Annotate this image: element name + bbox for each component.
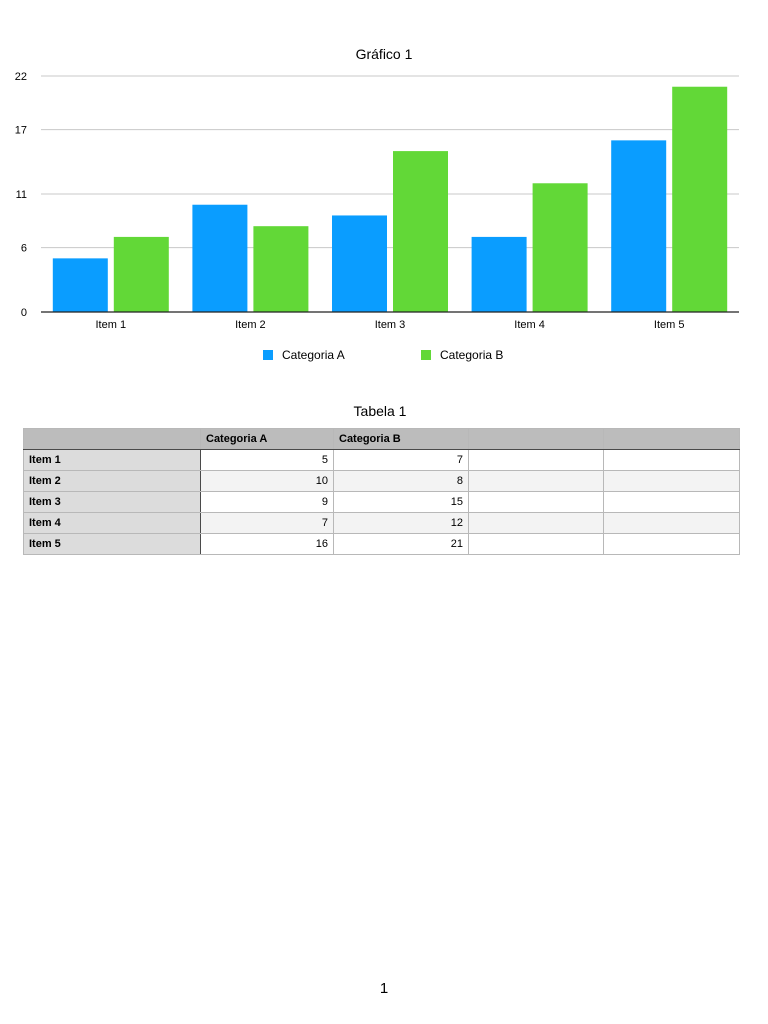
legend-item-categoria-b: Categoria B: [421, 348, 503, 362]
row-label[interactable]: Item 4: [23, 512, 201, 534]
page-number: 1: [379, 980, 389, 997]
table-row: Item 4 7 12: [23, 512, 740, 534]
table-header-categoria-b[interactable]: Categoria B: [333, 428, 469, 450]
table-title: Tabela 1: [353, 403, 407, 419]
cell-categoria-a[interactable]: 16: [200, 533, 334, 555]
x-tick-label: Item 2: [235, 319, 266, 331]
empty-cell[interactable]: [468, 512, 604, 534]
x-tick-label: Item 3: [375, 319, 406, 331]
table-row: Item 1 5 7: [23, 449, 740, 471]
bar: [393, 151, 448, 312]
table-row: Item 3 9 15: [23, 491, 740, 513]
cell-categoria-a[interactable]: 7: [200, 512, 334, 534]
y-tick-label: 11: [16, 189, 27, 201]
table-header-cell[interactable]: [468, 428, 604, 450]
cell-categoria-b[interactable]: 7: [333, 449, 469, 471]
legend-swatch-categoria-b: [421, 350, 431, 360]
row-label[interactable]: Item 2: [23, 470, 201, 492]
row-label[interactable]: Item 1: [23, 449, 201, 471]
cell-categoria-b[interactable]: 15: [333, 491, 469, 513]
legend-item-categoria-a: Categoria A: [263, 348, 345, 362]
row-label[interactable]: Item 5: [23, 533, 201, 555]
bar: [52, 258, 108, 312]
x-tick-label: Item 5: [654, 319, 685, 331]
empty-cell[interactable]: [468, 449, 604, 471]
bar: [611, 140, 667, 312]
cell-categoria-a[interactable]: 9: [200, 491, 334, 513]
chart-title: Gráfico 1: [355, 46, 413, 62]
bar: [113, 236, 169, 312]
cell-categoria-a[interactable]: 5: [200, 449, 334, 471]
chart-legend: Categoria A Categoria B: [0, 348, 768, 364]
table-header-cell[interactable]: [23, 428, 201, 450]
legend-label-categoria-a: Categoria A: [282, 348, 345, 362]
bar: [192, 204, 248, 312]
empty-cell[interactable]: [603, 470, 740, 492]
y-tick-label: 17: [15, 125, 27, 137]
empty-cell[interactable]: [468, 470, 604, 492]
empty-cell[interactable]: [603, 449, 740, 471]
y-tick-label: 6: [21, 243, 27, 255]
table-header-categoria-a[interactable]: Categoria A: [200, 428, 334, 450]
cell-categoria-b[interactable]: 21: [333, 533, 469, 555]
table-header-row: Categoria A Categoria B: [23, 428, 740, 450]
x-tick-label: Item 4: [514, 319, 545, 331]
empty-cell[interactable]: [603, 491, 740, 513]
row-label[interactable]: Item 3: [23, 491, 201, 513]
table-row: Item 2 10 8: [23, 470, 740, 492]
legend-swatch-categoria-a: [263, 350, 273, 360]
legend-label-categoria-b: Categoria B: [440, 348, 504, 362]
empty-cell[interactable]: [603, 533, 740, 555]
bar: [332, 215, 387, 312]
bar: [532, 183, 588, 312]
empty-cell[interactable]: [468, 533, 604, 555]
y-tick-label: 0: [21, 307, 27, 319]
y-tick-label: 22: [15, 71, 27, 83]
cell-categoria-b[interactable]: 8: [333, 470, 469, 492]
empty-cell[interactable]: [468, 491, 604, 513]
bar: [471, 236, 527, 312]
cell-categoria-a[interactable]: 10: [200, 470, 334, 492]
table-header-cell[interactable]: [603, 428, 740, 450]
x-tick-label: Item 1: [96, 319, 127, 331]
bar: [672, 86, 728, 313]
empty-cell[interactable]: [603, 512, 740, 534]
data-table: Categoria A Categoria B Item 1 5 7 Item …: [23, 428, 740, 555]
bar-chart: 0 6 11 17 22 Item 1 Item 2 Item 3 Item 4 Item 5: [15, 71, 739, 331]
cell-categoria-b[interactable]: 12: [333, 512, 469, 534]
table-row: Item 5 16 21: [23, 533, 740, 555]
bar: [253, 226, 309, 312]
